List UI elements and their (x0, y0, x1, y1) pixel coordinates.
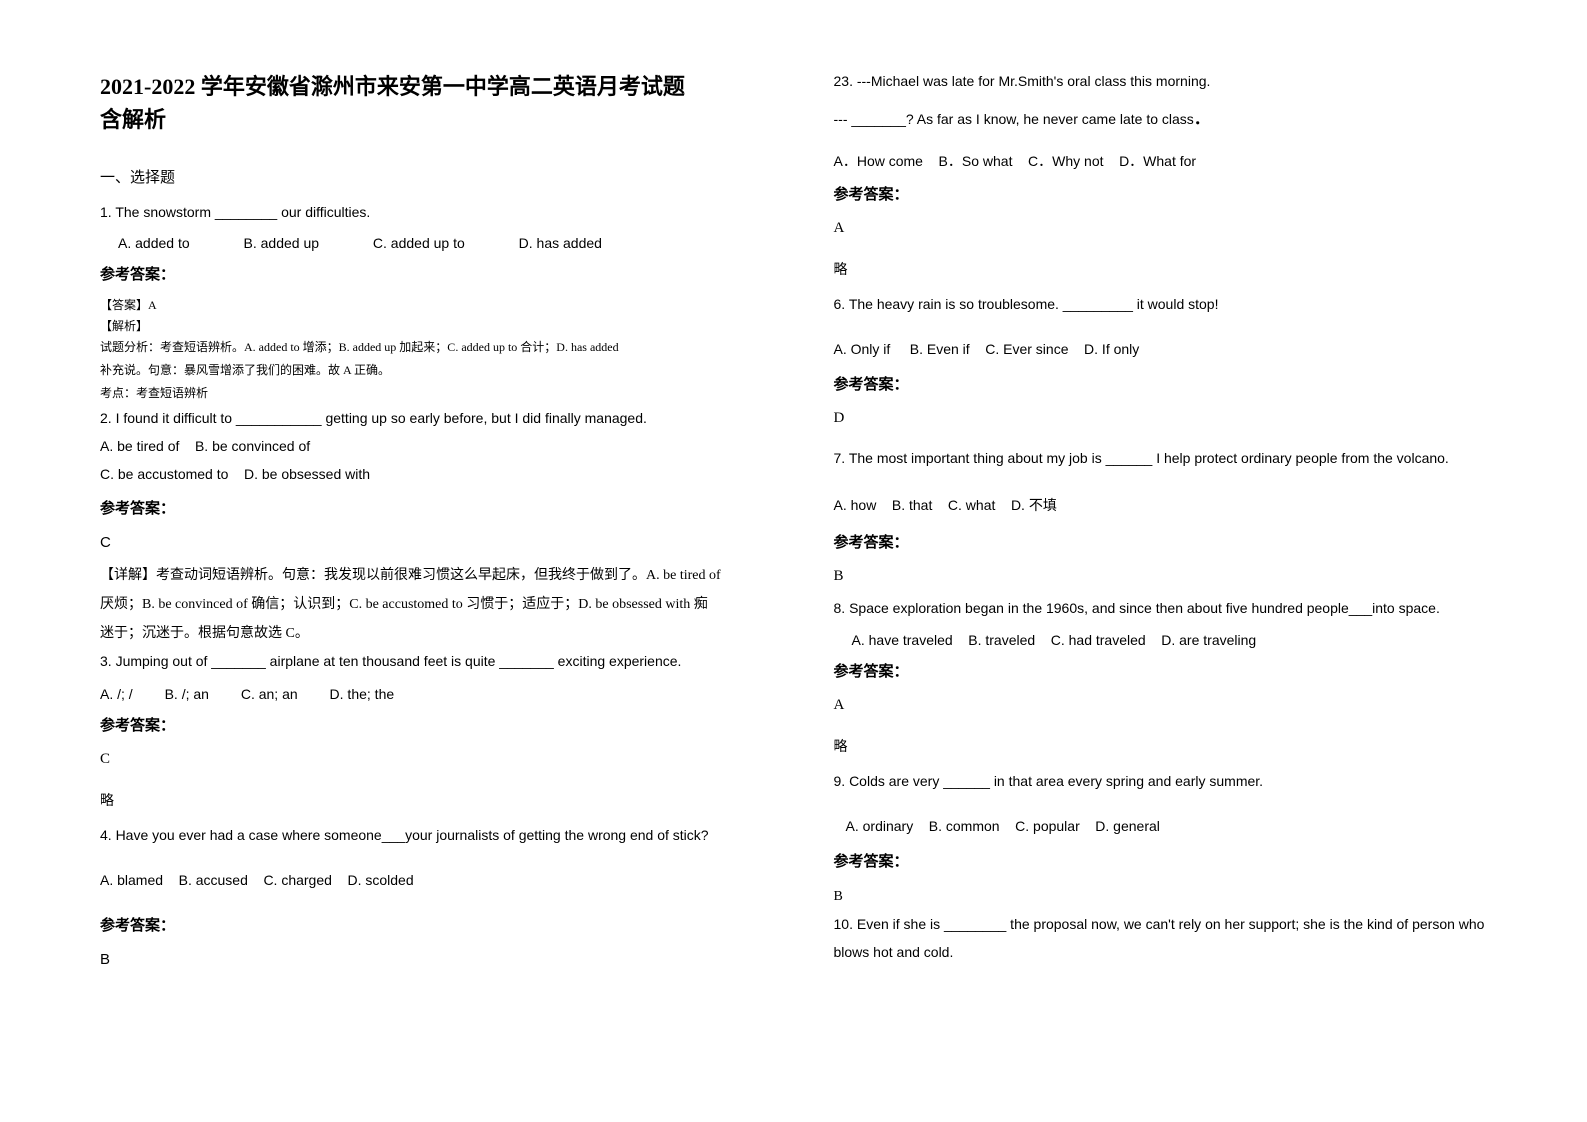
q8-lue: 略 (834, 736, 1488, 756)
q2-answer-label: 参考答案： (100, 497, 754, 518)
q6-answer-label: 参考答案： (834, 373, 1488, 394)
q3-optA: A. /; / (100, 686, 133, 702)
q1-text: 1. The snowstorm ________ our difficulti… (100, 201, 754, 225)
q2-explain1: 【详解】考查动词短语辨析。句意：我发现以前很难习惯这么早起床，但我终于做到了。A… (100, 563, 754, 588)
q1-optD: D. has added (519, 235, 602, 251)
q7-text: 7. The most important thing about my job… (834, 447, 1488, 471)
q23-optB: B．So what (939, 153, 1013, 169)
q2-options-row1: A. be tired of B. be convinced of (100, 435, 754, 459)
q23-period: ． (1194, 111, 1210, 128)
q23-optC: C．Why not (1028, 153, 1103, 169)
q3-lue: 略 (100, 790, 754, 810)
q8-optC: C. had traveled (1051, 632, 1146, 648)
q1-explain-tag: 【解析】 (100, 317, 754, 334)
q9-options: A. ordinary B. common C. popular D. gene… (834, 818, 1488, 834)
q6-answer-letter: D (834, 410, 1488, 427)
q23-text2-span: --- _______? As far as I know, he never … (834, 111, 1194, 127)
q4-answer-label: 参考答案： (100, 914, 754, 935)
q10-text2: blows hot and cold. (834, 941, 1488, 965)
q7-answer-label: 参考答案： (834, 531, 1488, 552)
q3-optB: B. /; an (165, 686, 209, 702)
q1-optC: C. added up to (373, 235, 465, 251)
q9-text: 9. Colds are very ______ in that area ev… (834, 770, 1488, 794)
q7-optB: B. that (892, 497, 932, 513)
q23-text1: 23. ---Michael was late for Mr.Smith's o… (834, 70, 1488, 94)
main-title-line1: 2021-2022 学年安徽省滁州市来安第一中学高二英语月考试题 (100, 70, 754, 103)
right-column: 23. ---Michael was late for Mr.Smith's o… (834, 70, 1488, 1072)
q2-optA: A. be tired of (100, 438, 179, 454)
q2-explain3: 迷于；沉迷于。根据句意故选 C。 (100, 621, 754, 646)
q7-optC: C. what (948, 497, 995, 513)
q23-text2: --- _______? As far as I know, he never … (834, 106, 1488, 133)
q9-answer-label: 参考答案： (834, 850, 1488, 871)
q2-answer-letter: C (100, 534, 754, 551)
q2-optC: C. be accustomed to (100, 466, 228, 482)
q4-answer-letter: B (100, 951, 754, 968)
q9-optD: D. general (1095, 818, 1160, 834)
q7-optD: D. 不填 (1011, 497, 1057, 513)
q1-explain3: 考点：考查短语辨析 (100, 384, 754, 403)
q23-answer-letter: A (834, 220, 1488, 237)
q1-explain2: 补充说。句意：暴风雪增添了我们的困难。故 A 正确。 (100, 361, 754, 380)
q1-explain1: 试题分析：考查短语辨析。A. added to 增添；B. added up 加… (100, 338, 754, 357)
q6-optD: D. If only (1084, 341, 1139, 357)
q8-text: 8. Space exploration began in the 1960s,… (834, 597, 1488, 621)
q8-options: A. have traveled B. traveled C. had trav… (834, 632, 1488, 648)
q6-optC: C. Ever since (985, 341, 1068, 357)
q2-optD: D. be obsessed with (244, 466, 370, 482)
q4-optC: C. charged (263, 872, 331, 888)
q2-text: 2. I found it difficult to ___________ g… (100, 407, 754, 431)
q23-options: A．How come B．So what C．Why not D．What fo… (834, 151, 1488, 171)
q23-answer-label: 参考答案： (834, 183, 1488, 204)
q4-optB: B. accused (179, 872, 248, 888)
q1-options: A. added to B. added up C. added up to D… (100, 235, 754, 251)
q10-text1: 10. Even if she is ________ the proposal… (834, 913, 1488, 937)
q7-optA: A. how (834, 497, 877, 513)
q1-optA: A. added to (118, 235, 190, 251)
q9-optC: C. popular (1015, 818, 1080, 834)
q2-explain2: 厌烦；B. be convinced of 确信；认识到；C. be accus… (100, 592, 754, 617)
q1-answer-label: 参考答案： (100, 263, 754, 284)
q4-optD: D. scolded (347, 872, 413, 888)
q6-options: A. Only if B. Even if C. Ever since D. I… (834, 341, 1488, 357)
q6-optB: B. Even if (910, 341, 970, 357)
q7-options: A. how B. that C. what D. 不填 (834, 495, 1488, 515)
q23-lue: 略 (834, 259, 1488, 279)
title-block: 2021-2022 学年安徽省滁州市来安第一中学高二英语月考试题 含解析 (100, 70, 754, 136)
q8-answer-label: 参考答案： (834, 660, 1488, 681)
q8-optB: B. traveled (968, 632, 1035, 648)
left-column: 2021-2022 学年安徽省滁州市来安第一中学高二英语月考试题 含解析 一、选… (100, 70, 754, 1072)
q9-optB: B. common (929, 818, 1000, 834)
q4-optA: A. blamed (100, 872, 163, 888)
q23-optD: D．What for (1119, 153, 1196, 169)
q7-answer-letter: B (834, 568, 1488, 585)
q4-options: A. blamed B. accused C. charged D. scold… (100, 872, 754, 888)
q3-optD: D. the; the (330, 686, 395, 702)
q8-optA: A. have traveled (852, 632, 953, 648)
q2-optB: B. be convinced of (195, 438, 310, 454)
q3-answer-label: 参考答案： (100, 714, 754, 735)
section-heading-1: 一、选择题 (100, 166, 754, 187)
q1-answer-tag: 【答案】A (100, 296, 754, 313)
q3-answer-letter: C (100, 751, 754, 768)
q1-optB: B. added up (244, 235, 320, 251)
main-title-line2: 含解析 (100, 103, 754, 136)
q6-optA: A. Only if (834, 341, 891, 357)
q8-optD: D. are traveling (1161, 632, 1256, 648)
q23-optA: A．How come (834, 153, 923, 169)
q9-optA: A. ordinary (846, 818, 914, 834)
q4-text: 4. Have you ever had a case where someon… (100, 824, 754, 848)
q6-text: 6. The heavy rain is so troublesome. ___… (834, 293, 1488, 317)
q3-text: 3. Jumping out of _______ airplane at te… (100, 650, 754, 674)
q2-options-row2: C. be accustomed to D. be obsessed with (100, 463, 754, 487)
q3-optC: C. an; an (241, 686, 298, 702)
q8-answer-letter: A (834, 697, 1488, 714)
q9-answer-letter: B (834, 885, 1488, 909)
q3-options: A. /; / B. /; an C. an; an D. the; the (100, 686, 754, 702)
